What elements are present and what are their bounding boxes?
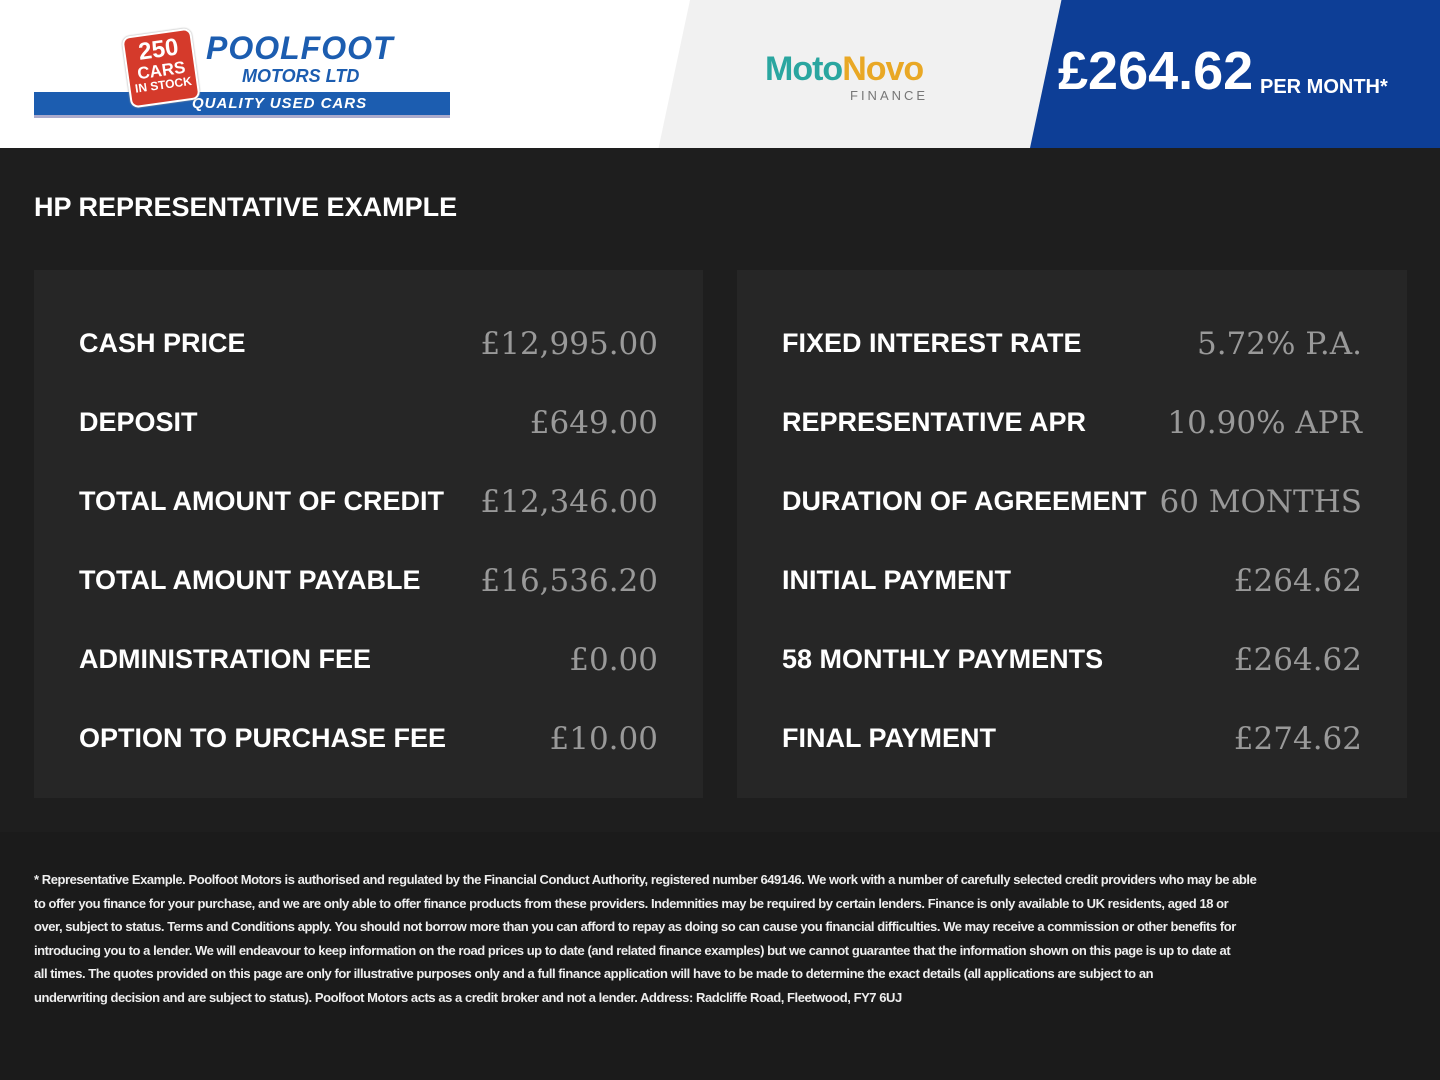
row-label: OPTION TO PURCHASE FEE xyxy=(79,723,447,753)
logo-tagline: QUALITY USED CARS xyxy=(192,95,368,112)
disclaimer-line: to offer you finance for your purchase, … xyxy=(34,895,1229,911)
logo-subname: MOTORS LTD xyxy=(242,66,360,86)
row-label: TOTAL AMOUNT PAYABLE xyxy=(79,565,421,595)
disclaimer-line: all times. The quotes provided on this p… xyxy=(34,966,1154,982)
finance-row: 58 MONTHLY PAYMENTS £264.62 xyxy=(782,642,1362,684)
row-value: 10.90% APR xyxy=(1167,405,1362,441)
row-label: 58 MONTHLY PAYMENTS xyxy=(782,644,1104,674)
row-value: 60 MONTHS xyxy=(1159,484,1362,520)
row-label: FINAL PAYMENT xyxy=(782,723,997,753)
row-label: FIXED INTEREST RATE xyxy=(782,328,1082,358)
disclaimer-line: * Representative Example. Poolfoot Motor… xyxy=(34,872,1257,887)
right-panel: FIXED INTEREST RATE 5.72% P.A. REPRESENTAT… xyxy=(737,270,1407,798)
disclaimer: * Representative Example. Poolfoot Motor… xyxy=(34,868,1257,1010)
motonovo-part1: Moto xyxy=(765,50,843,88)
monthly-price: £264.62 xyxy=(1058,41,1254,101)
motonovo-sub: FINANCE xyxy=(850,88,929,103)
row-value: £10.00 xyxy=(549,721,658,757)
logo-bar: QUALITY USED CARS xyxy=(34,92,450,118)
row-label: CASH PRICE xyxy=(79,328,246,358)
disclaimer-line: over, subject to status. Terms and Condi… xyxy=(34,919,1236,935)
finance-row: DURATION OF AGREEMENT 60 MONTHS xyxy=(782,484,1362,526)
row-label: REPRESENTATIVE APR xyxy=(782,407,1087,437)
section-title: HP REPRESENTATIVE EXAMPLE xyxy=(34,192,458,222)
row-value: £12,346.00 xyxy=(480,484,659,520)
row-value: 5.72% P.A. xyxy=(1196,326,1362,362)
finance-row: TOTAL AMOUNT OF CREDIT £12,346.00 xyxy=(79,484,659,526)
row-value: £16,536.20 xyxy=(480,563,659,599)
finance-row: ADMINISTRATION FEE £0.00 xyxy=(79,642,658,684)
row-value: £0.00 xyxy=(569,642,658,678)
row-label: DURATION OF AGREEMENT xyxy=(782,486,1147,516)
finance-row: DEPOSIT £649.00 xyxy=(79,405,658,447)
per-month-label: PER MONTH* xyxy=(1260,76,1388,98)
row-label: TOTAL AMOUNT OF CREDIT xyxy=(79,486,444,516)
row-label: INITIAL PAYMENT xyxy=(782,565,1012,595)
row-value: £12,995.00 xyxy=(480,326,659,362)
finance-row: CASH PRICE £12,995.00 xyxy=(79,326,659,368)
disclaimer-line: underwriting decision and are subject to… xyxy=(34,989,902,1005)
footer xyxy=(0,832,1440,1080)
finance-row: FIXED INTEREST RATE 5.72% P.A. xyxy=(782,326,1362,368)
finance-row: FINAL PAYMENT £274.62 xyxy=(782,721,1362,763)
stock-badge: 250 CARS IN STOCK xyxy=(121,27,201,109)
header: QUALITY USED CARS 250 CARS IN STOCK POOL… xyxy=(0,0,1440,148)
logo-name: POOLFOOT xyxy=(206,30,394,66)
row-label: ADMINISTRATION FEE xyxy=(79,644,371,674)
motonovo-part2: Novo xyxy=(842,50,924,88)
finance-row: REPRESENTATIVE APR 10.90% APR xyxy=(782,405,1362,447)
finance-row: INITIAL PAYMENT £264.62 xyxy=(782,563,1362,605)
motonovo-logo: MotoNovo FINANCE xyxy=(765,50,925,103)
row-label: DEPOSIT xyxy=(79,407,198,437)
left-panel: CASH PRICE £12,995.00 DEPOSIT £649.00 TOTAL … xyxy=(34,270,703,798)
row-value: £264.62 xyxy=(1233,642,1362,678)
row-value: £649.00 xyxy=(529,405,658,441)
finance-row: TOTAL AMOUNT PAYABLE £16,536.20 xyxy=(79,563,659,605)
row-value: £264.62 xyxy=(1233,563,1362,599)
disclaimer-line: introducing you to a lender. We will end… xyxy=(34,942,1231,958)
row-value: £274.62 xyxy=(1233,721,1362,757)
poolfoot-logo: QUALITY USED CARS 250 CARS IN STOCK POOL… xyxy=(34,27,450,120)
finance-row: OPTION TO PURCHASE FEE £10.00 xyxy=(79,721,658,763)
